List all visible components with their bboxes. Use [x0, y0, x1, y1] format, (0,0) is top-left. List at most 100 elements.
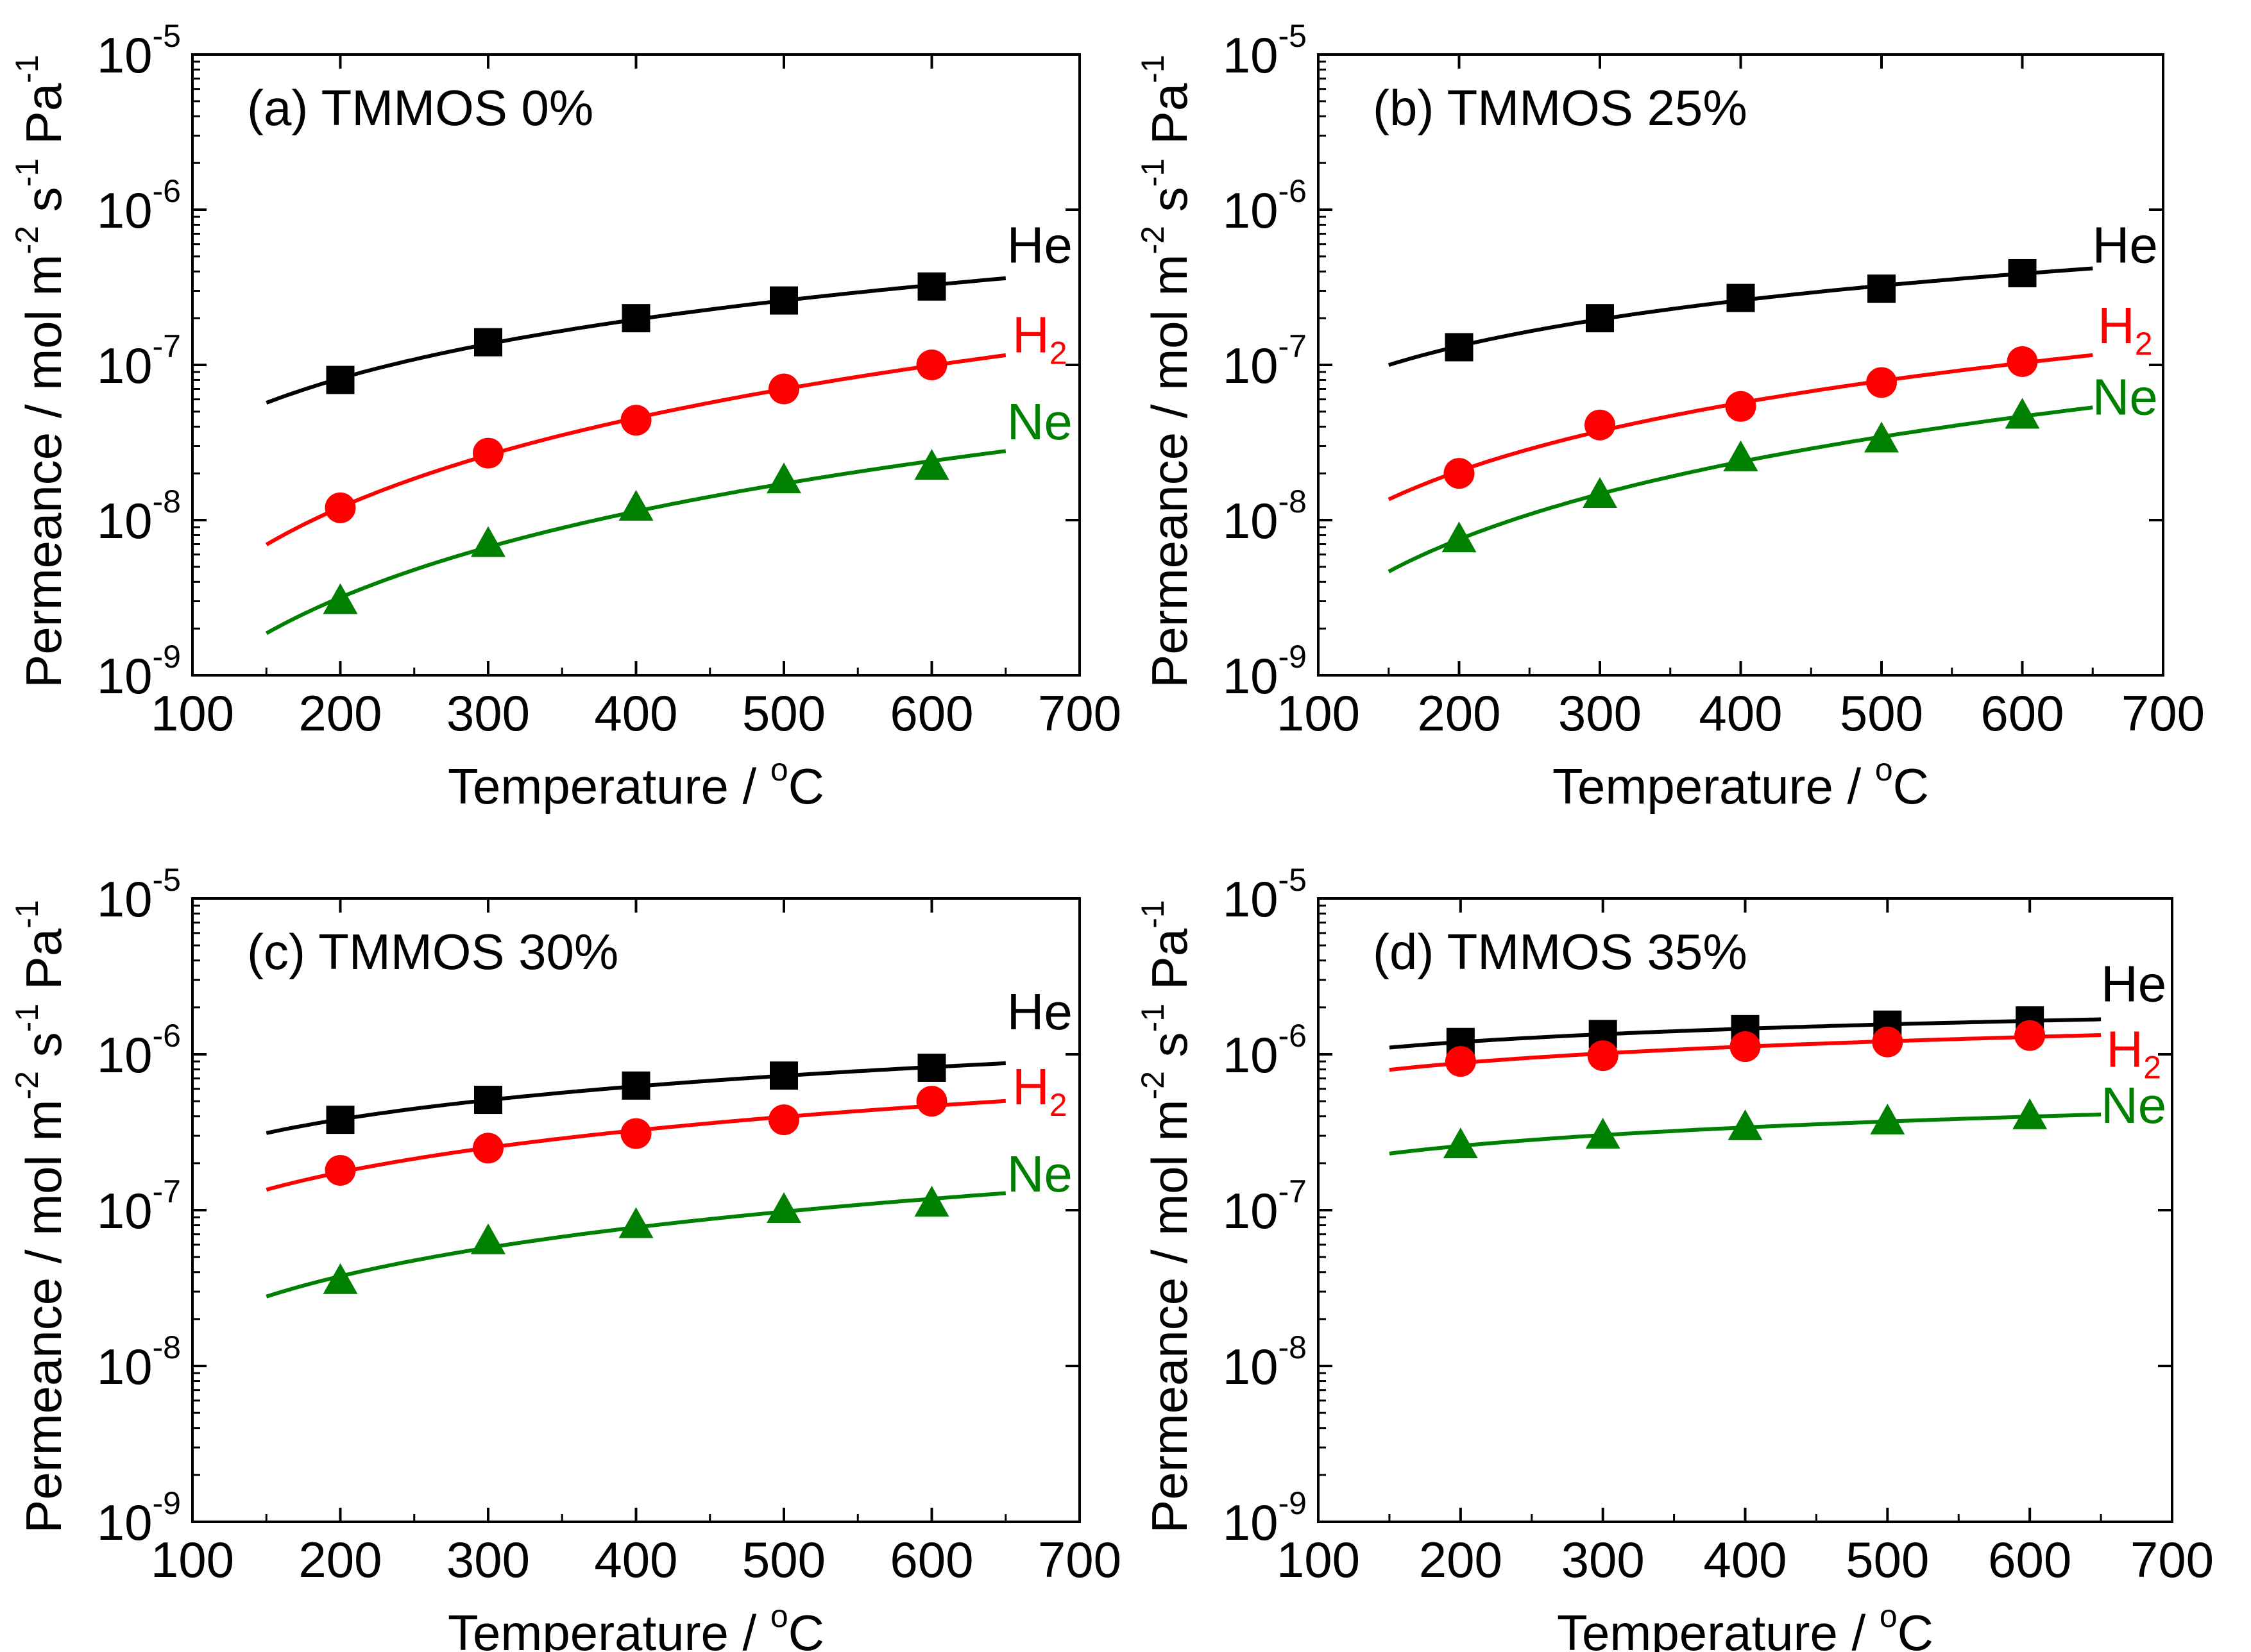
data-point-He: [326, 1106, 355, 1134]
series-H2: H2: [1389, 1020, 2161, 1085]
data-point-He: [622, 1071, 650, 1100]
x-tick-label: 600: [890, 1531, 973, 1588]
series-He: He: [266, 983, 1073, 1135]
y-tick-label: 10-7: [97, 1174, 181, 1239]
x-tick-label: 500: [742, 685, 826, 741]
y-tick-label: 10-8: [97, 1329, 181, 1395]
y-tick-label: 10-8: [1223, 484, 1307, 549]
data-point-H2: [916, 1086, 947, 1117]
fit-line-He: [1388, 266, 2093, 367]
data-point-He: [917, 1053, 946, 1082]
data-point-He: [770, 1061, 798, 1090]
data-point-Ne: [1443, 1127, 1478, 1159]
x-tick-label: 700: [1038, 1531, 1121, 1588]
fit-line-He: [266, 276, 1007, 405]
x-tick-label: 600: [1988, 1531, 2071, 1588]
data-point-H2: [1729, 1031, 1761, 1063]
data-point-Ne: [618, 489, 654, 521]
fit-line-Ne: [1388, 405, 2093, 573]
data-point-He: [1445, 333, 1474, 362]
x-tick-label: 600: [890, 685, 973, 741]
data-point-Ne: [1441, 521, 1477, 553]
x-tick-label: 500: [742, 1531, 826, 1588]
data-point-Ne: [2005, 398, 2040, 429]
y-tick-label: 10-8: [97, 484, 181, 549]
y-tick-label: 10-6: [1223, 173, 1307, 239]
data-point-H2: [1445, 1046, 1476, 1077]
x-tick-label: 300: [1558, 685, 1642, 741]
data-point-He: [770, 286, 798, 315]
series-Ne: Ne: [1389, 1077, 2166, 1159]
y-tick-label: 10-5: [97, 862, 181, 927]
x-axis-title: Temperature / oC: [448, 752, 824, 814]
x-tick-label: 300: [446, 1531, 530, 1588]
x-tick-label: 400: [1703, 1531, 1787, 1588]
chart-panel-1: 100 200 300 400 500 600 700 10-9 10-8 10-7 10-6 10-…: [9, 18, 1121, 814]
series-label-He: He: [2093, 216, 2158, 273]
y-tick-label: 10-6: [97, 1018, 181, 1083]
x-tick-label: 200: [298, 685, 382, 741]
x-tick-label: 100: [151, 1531, 234, 1588]
series-label-H2: H2: [2106, 1020, 2161, 1085]
data-point-Ne: [914, 449, 949, 480]
data-point-H2: [1866, 367, 1897, 398]
chart-panel-4: 100 200 300 400 500 600 700 10-9 10-8 10-7 10-6 10-…: [1135, 862, 2214, 1652]
x-axis-title: Temperature / oC: [1552, 752, 1929, 814]
y-tick-label: 10-9: [97, 1485, 181, 1551]
data-point-Ne: [1583, 476, 1617, 508]
series-label-H2: H2: [1012, 307, 1067, 371]
data-point-H2: [1872, 1026, 1903, 1058]
x-tick-label: 400: [594, 685, 677, 741]
data-point-Ne: [1728, 1109, 1763, 1140]
series-label-He: He: [2101, 955, 2166, 1012]
data-point-Ne: [323, 1263, 358, 1294]
x-tick-label: 600: [1980, 685, 2064, 741]
data-point-Ne: [323, 583, 358, 614]
data-point-H2: [2007, 346, 2038, 377]
y-axis-title: Permeance / mol m-2 s-1 Pa-1: [9, 900, 72, 1533]
data-point-H2: [1587, 1040, 1618, 1072]
data-point-Ne: [1864, 421, 1899, 453]
data-point-H2: [473, 1133, 504, 1164]
y-tick-label: 10-9: [97, 639, 181, 704]
data-point-He: [1867, 274, 1896, 303]
y-tick-label: 10-5: [1223, 18, 1307, 83]
data-point-H2: [620, 405, 652, 436]
data-point-He: [474, 1086, 502, 1115]
series-label-H2: H2: [1012, 1058, 1067, 1123]
y-tick-label: 10-9: [1223, 1485, 1307, 1551]
y-axis-title: Permeance / mol m-2 s-1 Pa-1: [9, 55, 72, 687]
fit-line-Ne: [265, 449, 1007, 636]
panel-label: (c) TMMOS 30%: [247, 923, 618, 980]
data-point-H2: [620, 1118, 652, 1149]
data-point-Ne: [1585, 1118, 1620, 1149]
x-tick-label: 200: [298, 1531, 382, 1588]
x-tick-label: 400: [1699, 685, 1782, 741]
data-point-He: [326, 366, 355, 394]
data-point-H2: [325, 1154, 356, 1186]
series-label-Ne: Ne: [2101, 1077, 2166, 1134]
y-tick-label: 10-6: [1223, 1018, 1307, 1083]
data-point-H2: [916, 350, 947, 380]
x-tick-label: 500: [1846, 1531, 1929, 1588]
series-label-He: He: [1007, 216, 1073, 273]
series-Ne: Ne: [1388, 368, 2158, 573]
series-label-Ne: Ne: [2093, 368, 2158, 425]
series-H2: H2: [1388, 297, 2153, 501]
data-point-H2: [769, 373, 799, 405]
x-tick-label: 700: [1038, 685, 1121, 741]
chart-panel-3: 100 200 300 400 500 600 700 10-9 10-8 10-7 10-6 10-…: [9, 862, 1121, 1652]
series-He: He: [1388, 216, 2158, 367]
data-point-Ne: [471, 1223, 505, 1254]
x-axis-title: Temperature / oC: [1557, 1598, 1933, 1652]
y-tick-label: 10-9: [1223, 639, 1307, 704]
data-point-Ne: [2012, 1098, 2048, 1129]
series-label-Ne: Ne: [1007, 1145, 1073, 1202]
data-point-H2: [1584, 409, 1615, 441]
x-tick-label: 100: [151, 685, 234, 741]
x-tick-label: 300: [446, 685, 530, 741]
data-point-H2: [1443, 458, 1475, 489]
data-point-H2: [769, 1104, 799, 1136]
series-H2: H2: [265, 307, 1067, 546]
